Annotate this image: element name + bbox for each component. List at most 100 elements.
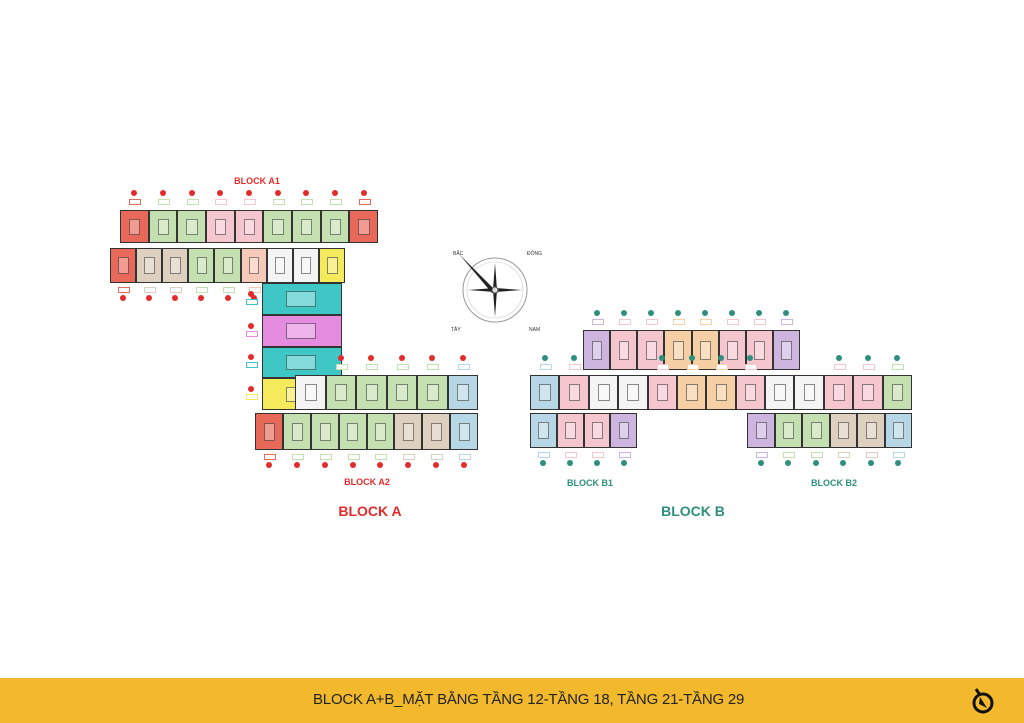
unit-area-tag (754, 319, 767, 325)
unit-number-marker (188, 190, 195, 196)
unit-area-tag (291, 454, 304, 460)
unit-area-tag (170, 287, 183, 293)
unit-number-marker (248, 322, 254, 329)
unit-area-tag (618, 319, 631, 325)
unit-number-marker (812, 460, 819, 466)
unit-area-tag (301, 199, 314, 205)
apartment-unit (530, 413, 557, 448)
unit-area-tag (783, 452, 796, 458)
block-b2-label: BLOCK B2 (810, 478, 858, 488)
unit-number-marker (840, 460, 847, 466)
apartment-unit (234, 210, 264, 243)
apartment-unit (735, 375, 766, 410)
apartment-unit (706, 375, 736, 410)
unit-area-tag (716, 364, 728, 370)
unit-area-tag (700, 319, 713, 325)
unit-number-marker (783, 310, 790, 316)
unit-number-marker (785, 460, 792, 466)
unit-number-marker (248, 386, 254, 393)
unit-area-tag (810, 452, 823, 458)
unit-area-tag (657, 364, 670, 370)
apartment-unit (422, 413, 451, 450)
unit-number-marker (659, 355, 666, 361)
unit-area-tag (538, 452, 551, 458)
apartment-unit (310, 413, 339, 450)
apartment-unit (647, 375, 677, 410)
unit-number-marker (250, 295, 257, 301)
apartment-unit (255, 413, 283, 450)
unit-number-marker (131, 190, 138, 196)
apartment-unit (386, 375, 417, 410)
apartment-unit (214, 248, 241, 283)
apartment-unit (349, 210, 378, 243)
unit-number-marker (461, 462, 468, 468)
apartment-unit (794, 375, 824, 410)
unit-area-tag (457, 364, 470, 370)
unit-number-marker (864, 355, 871, 361)
unit-number-marker (647, 310, 654, 316)
unit-number-marker (248, 354, 254, 361)
unit-number-marker (224, 295, 231, 301)
apartment-unit (774, 413, 802, 448)
apartment-unit (583, 330, 611, 370)
apartment-unit (240, 248, 267, 283)
apartment-unit (745, 330, 773, 370)
unit-number-marker (274, 190, 281, 196)
unit-number-marker (120, 295, 127, 301)
unit-number-marker (321, 462, 328, 468)
apartment-unit (206, 210, 235, 243)
unit-number-marker (303, 190, 310, 196)
unit-number-marker (172, 295, 179, 301)
apartment-unit (691, 330, 719, 370)
compass-south: NAM (529, 327, 540, 333)
apartment-unit (829, 413, 857, 448)
unit-area-tag (118, 287, 131, 293)
unit-area-tag (539, 364, 552, 370)
unit-area-tag (272, 199, 285, 205)
unit-area-tag (246, 362, 258, 369)
apartment-unit (177, 210, 206, 243)
unit-area-tag (330, 199, 342, 205)
apartment-unit (417, 375, 448, 410)
apartment-unit (356, 375, 387, 410)
unit-area-tag (246, 330, 258, 337)
compass-east: ĐÔNG (527, 250, 542, 257)
apartment-unit (556, 413, 584, 448)
unit-number-marker (248, 290, 254, 297)
unit-area-tag (215, 199, 228, 205)
unit-area-tag (158, 199, 170, 205)
unit-area-tag (319, 454, 332, 460)
unit-number-marker (620, 310, 627, 316)
apartment-unit (282, 413, 311, 450)
unit-area-tag (403, 454, 416, 460)
apartment-unit (772, 330, 800, 370)
unit-number-marker (593, 460, 600, 466)
unit-number-marker (718, 355, 724, 361)
unit-area-tag (865, 452, 878, 458)
unit-number-marker (835, 355, 842, 361)
unit-area-tag (196, 287, 209, 293)
unit-number-marker (757, 460, 764, 466)
unit-number-marker (217, 190, 224, 196)
apartment-unit (857, 413, 885, 448)
footer-bar: BLOCK A+B_MẶT BẰNG TẦNG 12-TẦNG 18, TẦNG… (0, 678, 1024, 723)
unit-number-marker (146, 295, 153, 301)
apartment-unit (559, 375, 589, 410)
apartment-unit (266, 248, 293, 283)
apartment-unit (162, 248, 189, 283)
apartment-unit (338, 413, 367, 450)
compass-north: BẮC (453, 249, 464, 257)
block-b1-label: BLOCK B1 (566, 478, 614, 488)
unit-area-tag (366, 364, 379, 370)
unit-area-tag (672, 319, 685, 325)
unit-area-tag (263, 454, 276, 460)
unit-area-tag (129, 199, 142, 205)
apartment-unit (447, 375, 478, 410)
unit-number-marker (198, 295, 205, 301)
apartment-unit (765, 375, 795, 410)
unit-number-marker (265, 462, 272, 468)
unit-area-tag (755, 452, 768, 458)
unit-area-tag (144, 287, 157, 293)
unit-area-tag (246, 298, 258, 305)
unit-number-marker (433, 462, 440, 468)
